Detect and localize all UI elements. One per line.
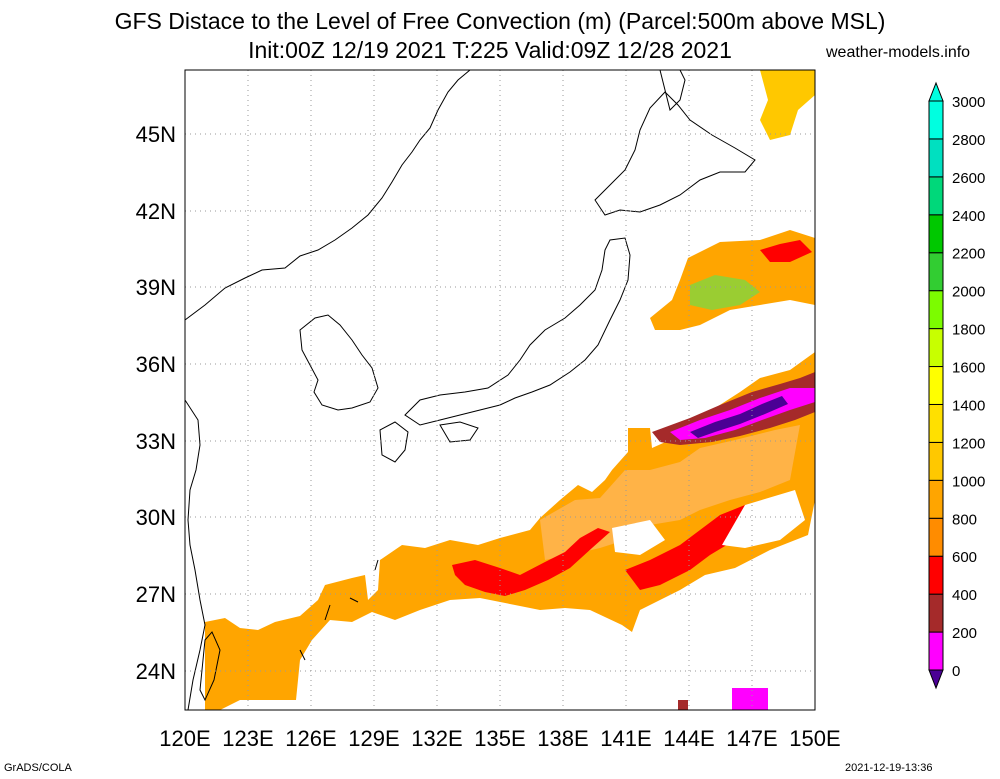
colorbar-label: 1800 (952, 322, 985, 339)
shade-hole-1 (722, 490, 805, 548)
lon-tick-label: 120E (159, 726, 210, 751)
lon-tick-label: 138E (537, 726, 588, 751)
colorbar-swatch (928, 328, 944, 368)
footer-right: 2021-12-19-13:36 (845, 762, 933, 774)
colorbar-swatch (928, 517, 944, 557)
colorbar: 0 200 400 600 800 1000 1200 1400 1600 1800 2000 220… (928, 81, 985, 690)
colorbar-swatch (928, 631, 944, 671)
colorbar-swatch (928, 252, 944, 292)
coast-honshu (404, 237, 631, 426)
coast-taiwan (199, 631, 221, 702)
colorbar-swatch (928, 100, 944, 140)
colorbar-label: 1000 (952, 473, 985, 490)
lon-tick-label: 150E (789, 726, 840, 751)
lat-tick-label: 27N (136, 582, 176, 607)
colorbar-label: 400 (952, 587, 977, 604)
colorbar-swatch (928, 555, 944, 595)
coast-korea (299, 314, 379, 411)
colorbar-label: 2000 (952, 284, 985, 301)
colorbar-label: 2800 (952, 132, 985, 149)
lon-tick-label: 123E (222, 726, 273, 751)
chart-subtitle: Init:00Z 12/19 2021 T:225 Valid:09Z 12/2… (248, 37, 732, 63)
colorbar-label: 1400 (952, 397, 985, 414)
lon-tick-label: 129E (348, 726, 399, 751)
lat-tick-label: 24N (136, 659, 176, 684)
colorbar-swatch (928, 214, 944, 254)
lat-tick-label: 45N (136, 122, 176, 147)
coast-shikoku (439, 421, 479, 443)
shade-area-south (732, 688, 768, 710)
colorbar-swatch (928, 479, 944, 519)
colorbar-swatch (928, 290, 944, 330)
shade-area-south2 (678, 700, 688, 710)
coast-china-east (185, 399, 206, 710)
colorbar-swatch (928, 593, 944, 633)
colorbar-swatch (928, 403, 944, 443)
coast-sakhalin (659, 70, 686, 111)
chart-title: GFS Distace to the Level of Free Convect… (114, 8, 886, 34)
lon-tick-label: 144E (663, 726, 714, 751)
shade-area-purple (690, 396, 788, 438)
colorbar-swatch (928, 669, 944, 690)
colorbar-label: 200 (952, 625, 977, 642)
colorbar-swatch (928, 366, 944, 405)
colorbar-label: 0 (952, 663, 960, 680)
colorbar-swatch (928, 176, 944, 216)
lat-tick-label: 39N (136, 275, 176, 300)
coast-hokkaido (594, 91, 756, 216)
map-frame (184, 69, 816, 711)
colorbar-swatch (928, 138, 944, 178)
lat-tick-label: 42N (136, 199, 176, 224)
lfc-shading (205, 70, 815, 710)
shade-area-north (760, 70, 815, 140)
shade-hole-2 (612, 520, 665, 555)
lon-tick-label: 132E (411, 726, 462, 751)
shade-area-red3 (760, 240, 812, 262)
lat-tick-label: 36N (136, 352, 176, 377)
watermark-text: weather-models.info (826, 44, 971, 61)
colorbar-label: 2600 (952, 170, 985, 187)
colorbar-label: 3000 (952, 94, 985, 111)
colorbar-label: 800 (952, 511, 977, 528)
lon-tick-label: 147E (726, 726, 777, 751)
lat-tick-label: 30N (136, 505, 176, 530)
lon-tick-label: 135E (474, 726, 525, 751)
shade-area-mid (540, 425, 800, 560)
axis-labels: 120E 123E 126E 129E 132E 135E 138E 141E … (136, 122, 841, 751)
lon-tick-label: 141E (600, 726, 651, 751)
coastlines (185, 70, 756, 710)
lon-tick-label: 126E (285, 726, 336, 751)
colorbar-label: 1600 (952, 360, 985, 377)
shade-area-red1 (452, 528, 610, 596)
colorbar-label: 2400 (952, 208, 985, 225)
coast-ryukyu (299, 559, 379, 661)
map-grid (185, 70, 815, 710)
colorbar-swatch (928, 81, 944, 102)
colorbar-swatch (928, 441, 944, 481)
footer-left: GrADS/COLA (4, 762, 72, 774)
coast-asia-mainland (185, 70, 471, 321)
colorbar-label: 2200 (952, 246, 985, 263)
coast-kyushu (379, 421, 409, 463)
shade-area-sw (205, 352, 815, 710)
lat-tick-label: 33N (136, 429, 176, 454)
shade-area-green (690, 275, 760, 310)
colorbar-label: 600 (952, 549, 977, 566)
colorbar-label: 1200 (952, 435, 985, 452)
